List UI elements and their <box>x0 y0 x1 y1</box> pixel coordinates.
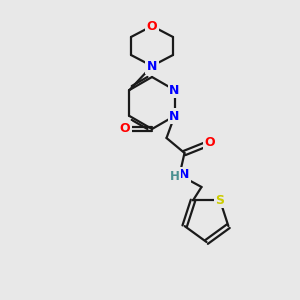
Text: N: N <box>179 169 190 182</box>
Text: O: O <box>120 122 130 136</box>
Text: O: O <box>147 20 157 32</box>
Text: N: N <box>147 59 157 73</box>
Text: S: S <box>215 194 224 207</box>
Text: O: O <box>204 136 215 149</box>
Text: H: H <box>169 169 179 182</box>
Text: N: N <box>169 110 180 122</box>
Text: N: N <box>169 83 180 97</box>
